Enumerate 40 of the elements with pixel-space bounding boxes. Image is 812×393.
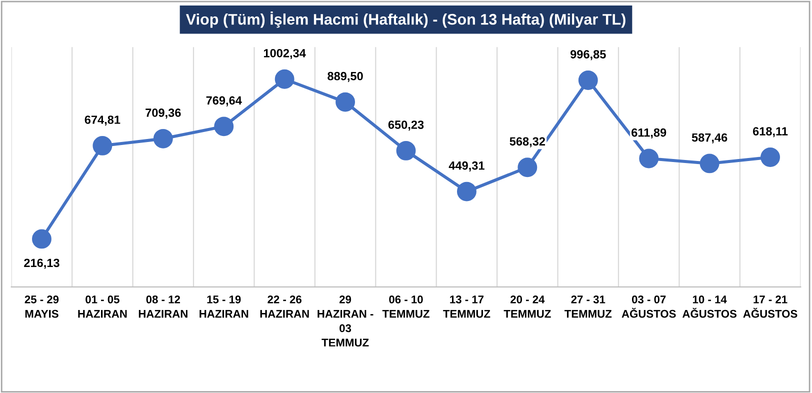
data-label: 889,50	[328, 72, 363, 82]
x-tick-label: 10 - 14 AĞUSTOS	[682, 296, 737, 318]
data-label: 568,32	[510, 137, 546, 148]
x-tick-label: 13 - 17 TEMMUZ	[443, 296, 490, 318]
data-label: 449,31	[448, 161, 484, 172]
x-tick-label: 01 - 05 HAZIRAN	[78, 296, 127, 318]
point	[336, 92, 356, 112]
x-tick-label: 06 - 10 TEMMUZ	[382, 296, 430, 318]
data-label: 996,85	[570, 50, 606, 60]
point	[92, 136, 112, 156]
x-tick-label: 25 - 29 MAYIS	[24, 296, 59, 318]
x-tick-label: 27 - 31 TEMMUZ	[564, 296, 612, 318]
point	[639, 148, 659, 168]
data-label: 1002,34	[264, 48, 306, 60]
data-label: 769,64	[206, 96, 242, 106]
point	[32, 229, 52, 249]
point	[456, 182, 476, 202]
chart-title: Viop (Tüm) İşlem Hacmi (Haftalık) - (Son 13 Hafta) (Milyar TL)	[186, 12, 626, 28]
data-label: 618,11	[752, 127, 788, 138]
data-label: 216,13	[24, 258, 60, 269]
x-tick-label: 29 HAZIRAN - 03 TEMMUZ	[318, 296, 374, 347]
data-label: 674,81	[84, 116, 120, 126]
data-label: 709,36	[146, 108, 181, 119]
point	[214, 116, 234, 136]
point	[760, 148, 780, 167]
x-tick-label: 20 - 24 TEMMUZ	[504, 296, 551, 318]
point	[578, 70, 598, 90]
data-label: 611,89	[632, 128, 666, 138]
data-label: 650,23	[388, 120, 424, 131]
x-tick-label: 15 - 19 HAZIRAN	[200, 296, 248, 318]
point	[274, 69, 294, 89]
point	[518, 158, 538, 178]
point	[153, 128, 173, 148]
point	[700, 154, 720, 174]
x-tick-label: 17 - 21 AĞUSTOS	[743, 296, 798, 318]
point	[396, 140, 416, 160]
x-tick-label: 03 - 07 AĞUSTOS	[622, 296, 676, 318]
data-label: 587,46	[692, 133, 728, 144]
x-tick-label: 22 - 26 HAZIRAN	[260, 296, 309, 318]
x-tick-label: 08 - 12 HAZIRAN	[138, 296, 188, 318]
